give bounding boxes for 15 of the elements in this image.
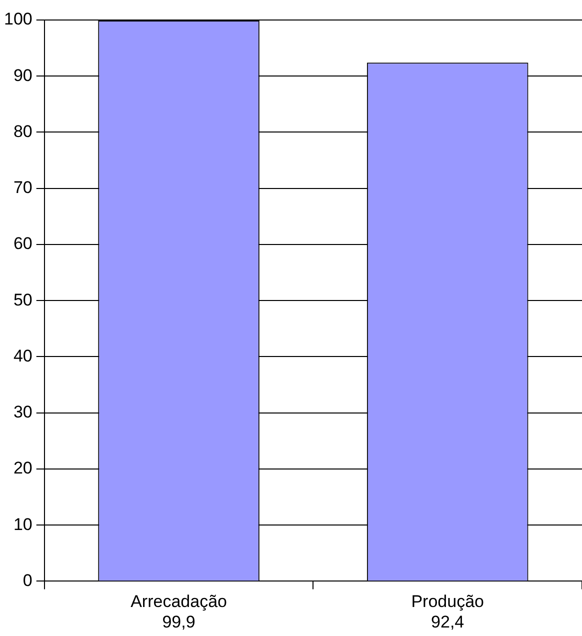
y-tick-label: 70 [13, 178, 32, 198]
y-tick-label: 0 [22, 570, 32, 590]
data-label: 92,4 [431, 612, 464, 632]
y-tick-label: 10 [13, 514, 32, 534]
y-tick-label: 30 [13, 402, 32, 422]
y-tick-label: 60 [13, 234, 32, 254]
y-tick-label: 100 [4, 10, 32, 29]
y-tick-label: 80 [13, 122, 32, 141]
y-tick-label: 50 [13, 290, 32, 310]
data-label: 99,9 [162, 612, 196, 632]
y-tick-label: 90 [13, 66, 32, 85]
y-tick-label: 20 [13, 458, 32, 478]
x-tick-label: Arrecadação [130, 592, 227, 612]
x-tick-label: Produção [411, 592, 484, 612]
y-tick-label: 40 [13, 346, 32, 366]
